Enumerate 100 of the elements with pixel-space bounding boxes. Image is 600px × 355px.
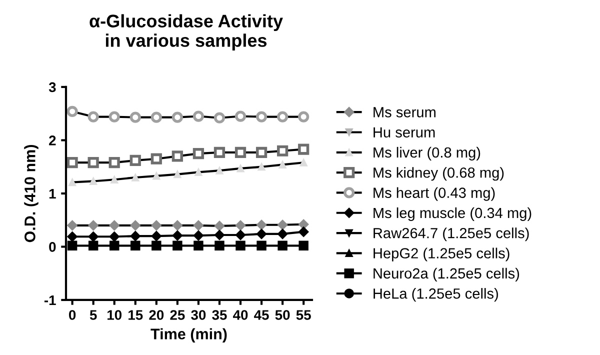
point [256, 111, 268, 122]
point [174, 170, 182, 178]
point [278, 160, 286, 169]
y-axis-title: O.D. (410 nm) [24, 144, 38, 242]
point [90, 177, 98, 186]
point [88, 111, 99, 122]
point [66, 157, 78, 168]
point [108, 111, 120, 122]
point [110, 176, 118, 184]
legend-label: Neuro2a (1.25e5 cells) [374, 268, 520, 282]
point [152, 172, 160, 180]
x-tick-label: 10 [108, 310, 122, 320]
point [214, 230, 225, 240]
point [236, 164, 244, 172]
point [192, 148, 204, 160]
point [88, 220, 98, 231]
point [88, 157, 99, 168]
point [67, 220, 78, 231]
y-tick-label: 2 [49, 136, 56, 146]
legend-label: Ms heart (0.43 mg) [374, 187, 495, 201]
point [298, 144, 310, 155]
legend-label: Ms liver (0.8 mg) [374, 146, 480, 161]
x-tick-label: 35 [212, 310, 227, 320]
point [132, 174, 140, 182]
point [172, 230, 183, 241]
point [298, 111, 310, 122]
x-tick-label: 0 [68, 310, 76, 320]
y-tick-label: -1 [44, 295, 56, 306]
x-tick-label: 15 [128, 310, 143, 320]
point [151, 220, 162, 231]
point [277, 111, 288, 122]
x-axis-title: Time (min) [150, 328, 227, 342]
legend-label: Ms kidney (0.68 mg) [374, 167, 504, 181]
point [130, 220, 140, 231]
point [108, 157, 120, 168]
point [277, 228, 288, 240]
legend-label: Raw264.7 (1.25e5 cells) [374, 228, 529, 242]
point [194, 240, 204, 251]
point [66, 106, 78, 118]
point [88, 240, 98, 251]
legend-label: Ms serum [374, 107, 436, 118]
point [130, 154, 141, 166]
point [67, 231, 78, 242]
x-tick-label: 55 [296, 310, 311, 320]
point [214, 220, 225, 232]
legend-label: Ms leg muscle (0.34 mg) [374, 207, 532, 221]
point [172, 240, 182, 251]
point [277, 145, 288, 156]
point [109, 231, 120, 242]
point [172, 112, 183, 123]
point [278, 240, 288, 251]
x-tick-label: 50 [275, 310, 290, 320]
point [130, 112, 141, 123]
point [258, 163, 266, 171]
point [300, 158, 308, 166]
point [235, 220, 246, 231]
point [298, 226, 309, 237]
chart-title: α-Glucosidase Activity in various samples [90, 14, 283, 50]
x-tick-label: 45 [254, 310, 269, 320]
legend-label: Hu serum [374, 127, 435, 138]
y-tick-label: 0 [49, 242, 56, 252]
x-tick-label: 40 [233, 310, 248, 320]
point [235, 230, 246, 240]
y-tick-label: 1 [49, 188, 56, 199]
point [234, 110, 246, 122]
point [193, 220, 204, 231]
x-tick-label: 5 [90, 310, 97, 320]
x-tick-label: 20 [149, 310, 164, 320]
point [277, 220, 288, 230]
point [194, 168, 202, 176]
point [234, 146, 246, 158]
point [256, 146, 268, 158]
point [256, 240, 266, 251]
point [214, 146, 226, 158]
point [150, 153, 162, 164]
point [172, 150, 183, 162]
point [298, 240, 308, 251]
point [214, 112, 226, 124]
point [130, 240, 140, 251]
point [298, 219, 309, 230]
point [151, 230, 162, 242]
y-tick-label: 3 [48, 82, 56, 92]
point [256, 220, 267, 230]
point [150, 112, 162, 123]
point [88, 231, 98, 242]
point [214, 240, 224, 251]
point [130, 230, 140, 242]
point [192, 110, 204, 122]
point [109, 220, 120, 231]
point [236, 240, 246, 251]
x-tick-label: 25 [170, 310, 185, 320]
point [256, 228, 267, 240]
point [68, 178, 76, 186]
legend-label: HepG2 (1.25e5 cells) [374, 248, 510, 262]
point [193, 230, 204, 241]
legend-label: HeLa (1.25e5 cells) [374, 288, 498, 302]
point [67, 240, 78, 251]
x-tick-label: 30 [191, 310, 206, 320]
point [216, 166, 224, 174]
point [109, 240, 120, 251]
